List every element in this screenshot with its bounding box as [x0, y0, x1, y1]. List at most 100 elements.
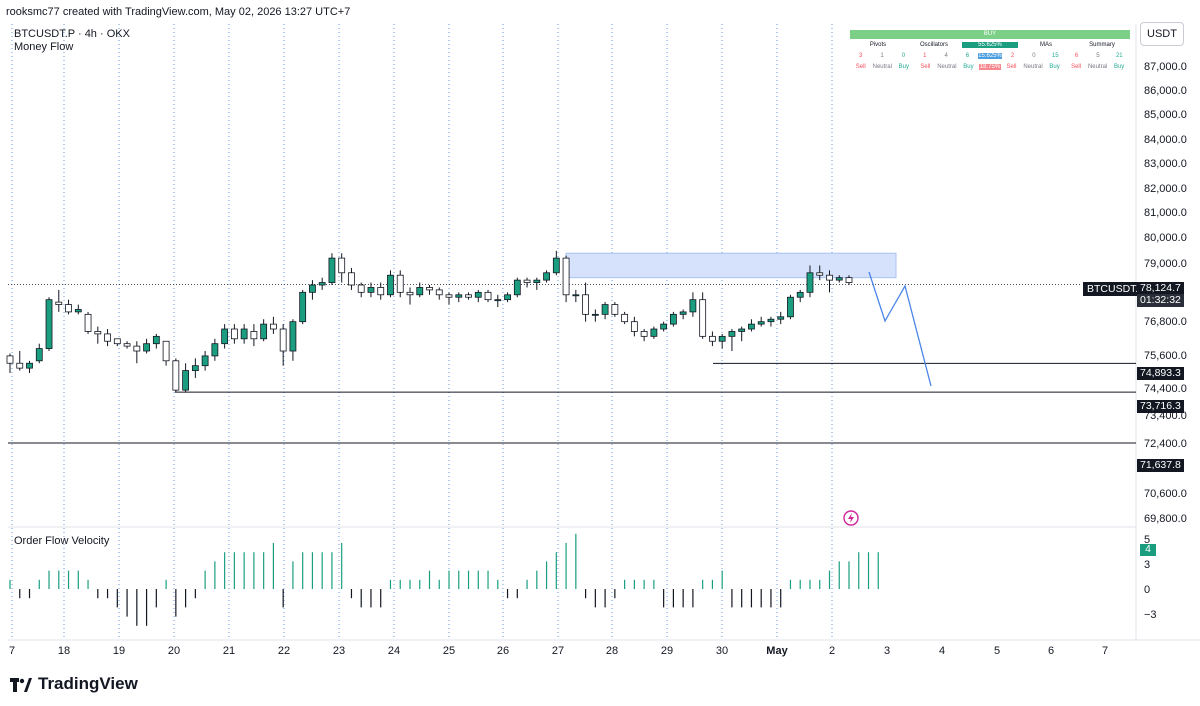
time-axis-label: 28 [606, 645, 618, 657]
candle-body [709, 335, 716, 342]
candle-body [591, 313, 599, 316]
candle-body [572, 294, 580, 297]
candle-body [406, 291, 414, 296]
symbol-title[interactable]: BTCUSDT.P · 4h · OKX [14, 28, 130, 40]
candle-body [484, 291, 492, 301]
candle-body [240, 328, 248, 340]
indicator-money-flow-label[interactable]: Money Flow [14, 41, 74, 53]
tradingview-logo[interactable]: TradingView [10, 674, 138, 694]
candle-body [104, 333, 111, 342]
price-axis-label: 84,000.0 [1144, 134, 1187, 146]
candle-body [387, 274, 394, 296]
candle-body [348, 272, 355, 286]
summary-labels-row: Sell Neutral Buy Sell Neutral Buy 18.75% Sell Ne… [850, 61, 1130, 72]
currency-button[interactable]: USDT [1140, 22, 1184, 46]
candle-body [211, 343, 219, 357]
candle-body [835, 277, 843, 281]
candle-body [669, 313, 677, 325]
indicator-order-flow-velocity-label[interactable]: Order Flow Velocity [14, 535, 110, 547]
column-pivots: Pivots [869, 41, 887, 48]
summary-value: 0 [901, 52, 906, 59]
candle-body [630, 321, 638, 332]
time-axis-label: 7 [1102, 645, 1108, 657]
candle-body [738, 328, 746, 332]
time-axis-label: 27 [552, 645, 564, 657]
candle-body [191, 365, 199, 371]
summary-label: Sell [920, 63, 931, 70]
candle-body [777, 316, 785, 320]
candle-body [201, 355, 209, 367]
summary-values-row: 3 1 0 1 4 6 15.625% 2 0 15 6 5 21 [850, 50, 1130, 61]
summary-value: 6 [965, 52, 970, 59]
time-axis-label: 29 [661, 645, 673, 657]
candle-body [757, 321, 765, 325]
time-axis-label: 25 [443, 645, 455, 657]
projection-path [868, 271, 932, 387]
summary-label: Sell [855, 63, 866, 70]
candle-body [26, 362, 33, 369]
velocity-axis-label: 5 [1144, 534, 1150, 546]
candle-body [796, 291, 804, 298]
time-axis-label: 24 [388, 645, 400, 657]
candle-body [582, 294, 589, 315]
time-axis-label: 19 [113, 645, 125, 657]
summary-label: Neutral [937, 63, 957, 70]
candle-body [650, 328, 658, 337]
price-axis-label: 82,000.0 [1144, 183, 1187, 195]
price-axis-label: 80,000.0 [1144, 232, 1187, 244]
candle-body [455, 294, 463, 298]
summary-value: 0 [1032, 52, 1036, 59]
time-axis-label: 20 [168, 645, 180, 657]
summary-label: Sell [1006, 63, 1017, 70]
price-axis-label: 79,000.0 [1144, 258, 1187, 270]
candle-body [416, 287, 424, 296]
candle-body [748, 323, 755, 330]
candle-body [396, 274, 404, 293]
price-axis-label: 86,000.0 [1144, 85, 1187, 97]
price-axis-label: 74,400.0 [1144, 383, 1187, 395]
candle-body [523, 279, 531, 283]
price-axis-label: 76,800.0 [1144, 316, 1187, 328]
candle-body [123, 343, 131, 347]
summary-value: 1 [880, 52, 884, 59]
column-mas: MAs [1040, 41, 1052, 48]
candle-body [260, 323, 268, 340]
summary-value: 3 [859, 52, 863, 59]
time-axis-label: 6 [1048, 645, 1054, 657]
time-axis-label: 2 [829, 645, 835, 657]
summary-value: 4 [944, 52, 948, 59]
candle-body [299, 291, 307, 323]
tradingview-mark-icon [10, 677, 32, 692]
replay-icon [843, 510, 859, 526]
time-axis-label: 4 [939, 645, 945, 657]
candle-body [562, 257, 570, 296]
price-axis-label: 73,400.0 [1144, 410, 1187, 422]
candle-body [426, 287, 433, 291]
candle-body [435, 289, 443, 296]
time-axis-label: 18 [58, 645, 70, 657]
candle-body [718, 335, 726, 342]
technical-summary-table: BUY Pivots Oscillators 55.625% MAs Summa… [850, 30, 1130, 72]
last-price-symbol: BTCUSDT.P [1087, 283, 1146, 295]
candle-body [182, 370, 190, 391]
candle-body [162, 340, 170, 362]
summary-columns-row: Pivots Oscillators 55.625% MAs Summary [850, 39, 1130, 50]
tradingview-wordmark: TradingView [38, 674, 138, 693]
column-oscillators: Oscillators [919, 41, 948, 48]
time-axis-label: 30 [716, 645, 728, 657]
candle-body [16, 362, 24, 369]
summary-label: Neutral [872, 63, 892, 70]
summary-value: 6 [1074, 52, 1079, 59]
candle-body [143, 343, 150, 352]
candle-body [35, 348, 43, 362]
candle-body [806, 272, 814, 293]
candle-body [152, 335, 160, 345]
candle-body [367, 287, 375, 293]
last-price-value: 78,124.7 [1137, 282, 1184, 295]
candle-body [445, 294, 453, 298]
price-axis-label: 83,000.0 [1144, 158, 1187, 170]
candle-body [338, 257, 346, 274]
time-axis-label: 7 [9, 645, 15, 657]
candle-body [230, 328, 238, 340]
